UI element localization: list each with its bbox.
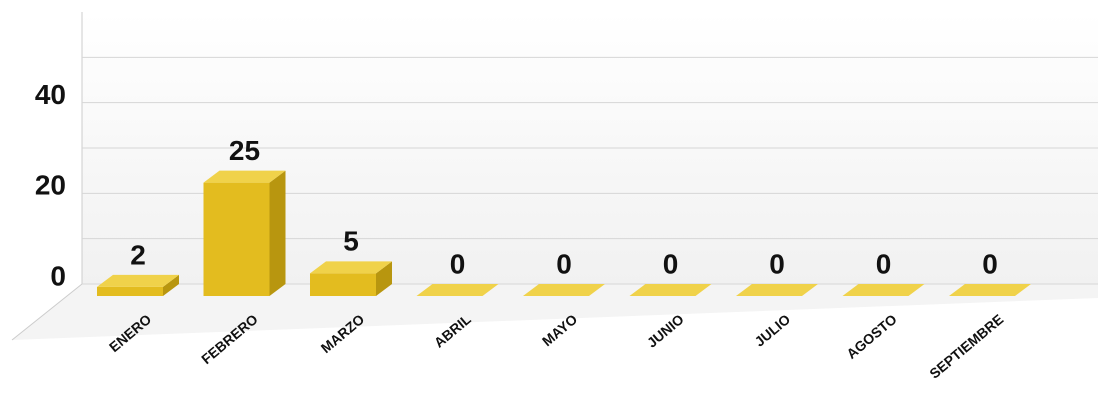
y-tick-label: 40 (35, 79, 66, 110)
bar (97, 274, 179, 296)
x-tick-label: AGOSTO (843, 311, 900, 362)
bar (310, 261, 392, 296)
bar (842, 284, 925, 296)
bar (736, 284, 818, 296)
bar-top (629, 284, 712, 296)
bar-side (269, 170, 286, 296)
value-label: 25 (229, 135, 260, 166)
bar (949, 284, 1031, 296)
value-label: 0 (876, 248, 892, 279)
bar (629, 284, 712, 296)
bar-top (949, 284, 1031, 296)
bar-top (416, 284, 499, 296)
bar-top (736, 284, 818, 296)
x-tick-label: SEPTIEMBRE (926, 311, 1006, 382)
bar (203, 170, 286, 296)
floor-edge (11, 283, 83, 341)
bar-top (97, 274, 179, 287)
bar-top (203, 170, 286, 183)
value-label: 5 (343, 226, 359, 257)
y-tick-label: 0 (50, 260, 66, 291)
value-label: 0 (982, 248, 998, 279)
value-label: 2 (130, 239, 146, 270)
value-label: 0 (769, 248, 785, 279)
bar-top (523, 284, 605, 296)
bar-side (376, 261, 392, 296)
x-tick-label: JULIO (751, 311, 793, 350)
bar (416, 284, 499, 296)
bar-front (203, 182, 270, 296)
bar-side (163, 274, 179, 296)
bar-top (310, 261, 392, 274)
y-tick-label: 20 (35, 170, 66, 201)
floor (12, 284, 1098, 340)
bar-front (310, 273, 376, 296)
bar-front (97, 286, 163, 296)
value-label: 0 (663, 248, 679, 279)
value-label: 0 (556, 248, 572, 279)
bar (523, 284, 605, 296)
value-label: 0 (450, 248, 466, 279)
x-tick-label: JUNIO (644, 311, 687, 351)
bar-top (842, 284, 925, 296)
